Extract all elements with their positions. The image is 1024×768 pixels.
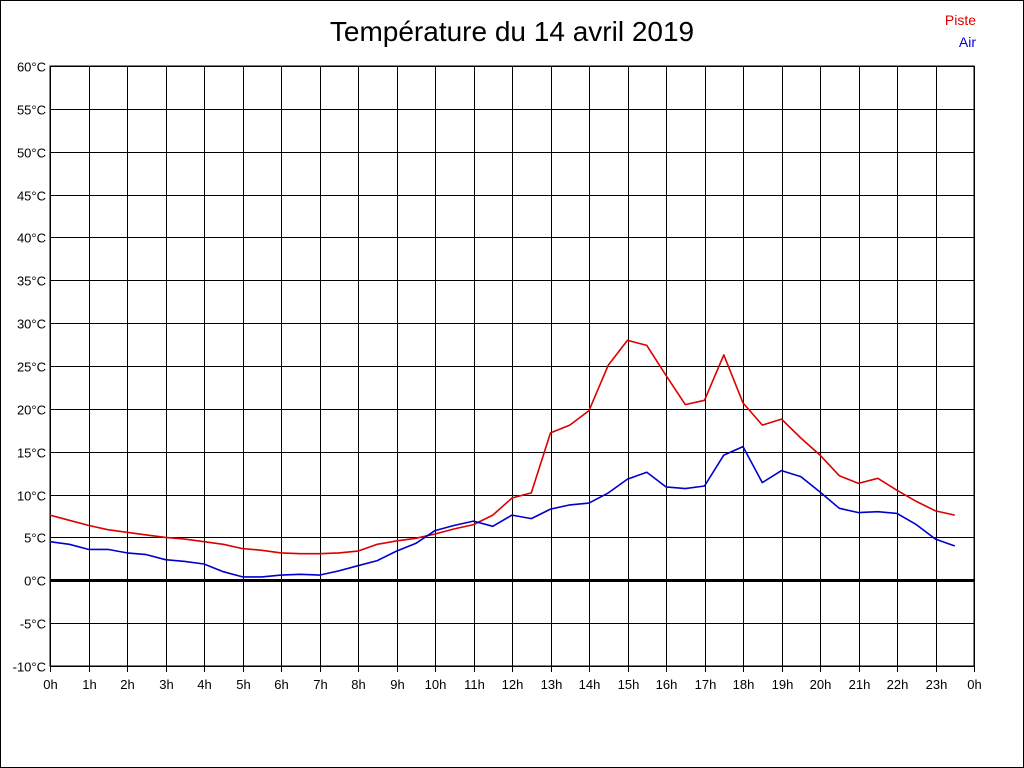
x-tick-label: 9h — [390, 677, 404, 692]
x-tick-label: 17h — [695, 677, 717, 692]
y-tick-label: -10°C — [13, 660, 46, 675]
x-tick-label: 14h — [579, 677, 601, 692]
x-tick-label: 23h — [926, 677, 948, 692]
grid — [49, 65, 975, 672]
x-tick-label: 1h — [82, 677, 96, 692]
x-tick-label: 10h — [425, 677, 447, 692]
legend-entry-air: Air — [958, 34, 976, 50]
y-tick-label: 15°C — [17, 446, 46, 461]
y-tick-label: 40°C — [17, 231, 46, 246]
y-tick-label: -5°C — [20, 617, 46, 632]
x-tick-label: 2h — [120, 677, 134, 692]
x-tick-label: 0h — [967, 677, 981, 692]
legend-entry-piste: Piste — [944, 12, 976, 28]
x-tick-label: 5h — [236, 677, 250, 692]
y-tick-label: 5°C — [24, 531, 46, 546]
y-tick-label: 60°C — [17, 60, 46, 75]
y-tick-label: 30°C — [17, 317, 46, 332]
x-tick-label: 22h — [887, 677, 909, 692]
x-tick-label: 6h — [274, 677, 288, 692]
y-tick-label: 10°C — [17, 489, 46, 504]
y-tick-label: 35°C — [17, 274, 46, 289]
y-tick-label: 20°C — [17, 403, 46, 418]
x-tick-label: 3h — [159, 677, 173, 692]
y-tick-label: 0°C — [24, 574, 46, 589]
x-tick-label: 11h — [464, 677, 485, 692]
series-line-air — [49, 445, 956, 578]
x-tick-label: 15h — [618, 677, 640, 692]
x-axis-ticks: 0h 1h 2h 3h 4h 5h 6h 7h 8h 9h 10h 11h 12h 13h 14h 15h 16… — [43, 677, 981, 692]
chart-title: Température du 14 avril 2019 — [329, 16, 695, 47]
x-tick-label: 19h — [772, 677, 794, 692]
y-tick-label: 45°C — [17, 189, 46, 204]
x-tick-label: 18h — [733, 677, 755, 692]
x-tick-label: 21h — [849, 677, 871, 692]
y-tick-label: 50°C — [17, 146, 46, 161]
y-axis-ticks: -10°C -5°C 0°C 5°C 10°C 15°C 20°C 25°C 30°C 35°C 4… — [13, 60, 46, 675]
y-tick-label: 55°C — [17, 103, 46, 118]
x-tick-label: 20h — [810, 677, 832, 692]
x-tick-label: 12h — [502, 677, 524, 692]
series-line-piste — [49, 339, 955, 555]
x-tick-label: 13h — [541, 677, 563, 692]
x-tick-label: 7h — [313, 677, 327, 692]
x-tick-label: 4h — [197, 677, 211, 692]
series-lines — [49, 339, 956, 578]
x-tick-label: 8h — [351, 677, 365, 692]
y-tick-label: 25°C — [17, 360, 46, 375]
x-tick-label: 16h — [656, 677, 678, 692]
x-tick-label: 0h — [43, 677, 57, 692]
